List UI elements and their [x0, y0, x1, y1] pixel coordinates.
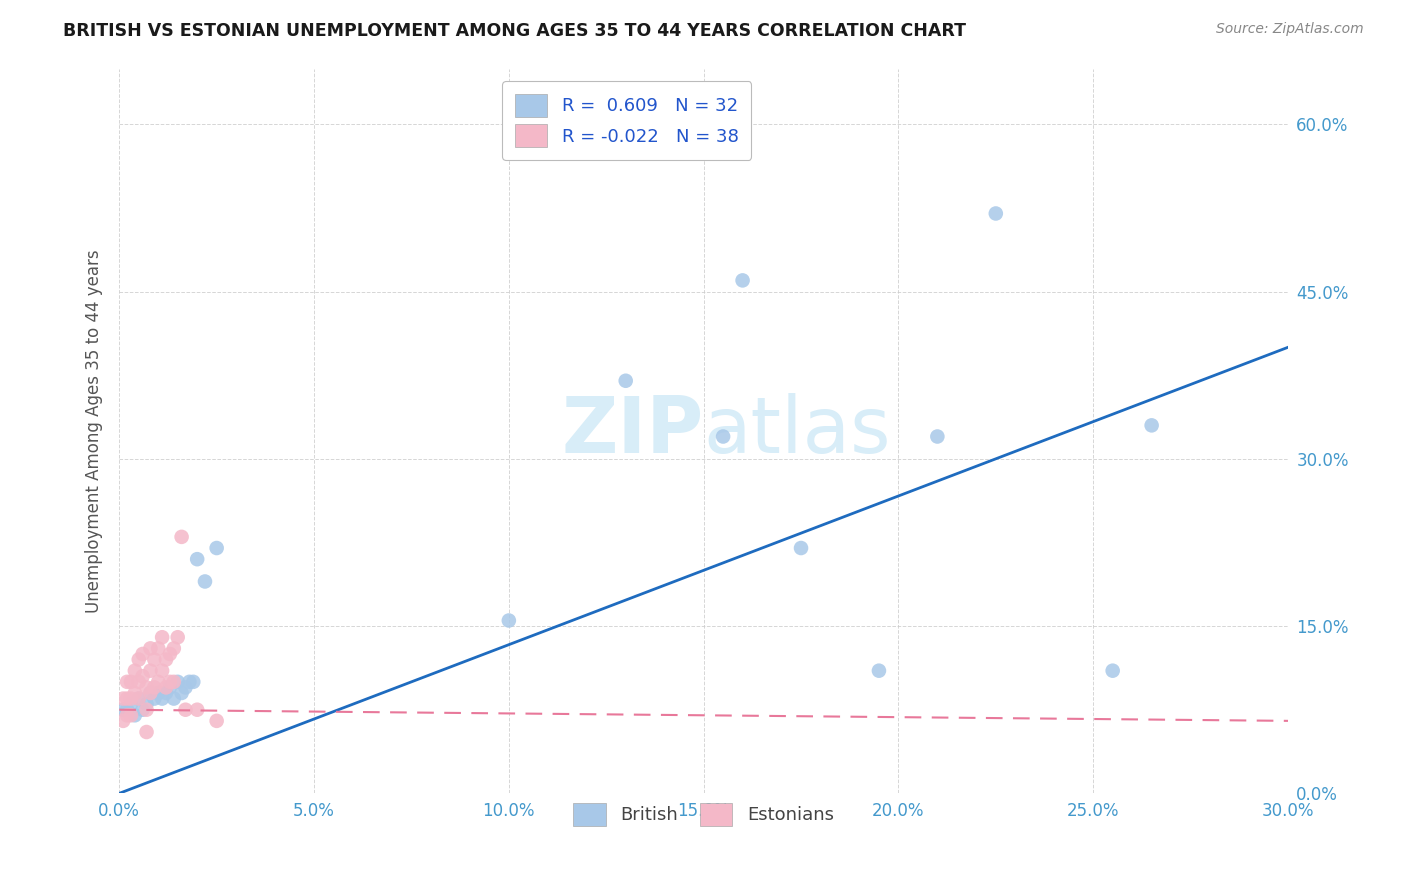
Point — [150, 691, 173, 706]
Point — [498, 614, 520, 628]
Point — [868, 664, 890, 678]
Point — [159, 647, 181, 661]
Point — [174, 703, 197, 717]
Point — [128, 691, 150, 706]
Point — [115, 703, 138, 717]
Point — [112, 714, 135, 728]
Point — [120, 674, 142, 689]
Point — [159, 681, 181, 695]
Text: atlas: atlas — [703, 393, 891, 469]
Point — [179, 674, 201, 689]
Point — [186, 552, 208, 566]
Point — [790, 541, 813, 555]
Point — [731, 273, 754, 287]
Point — [711, 429, 734, 443]
Point — [148, 686, 170, 700]
Point — [1140, 418, 1163, 433]
Point — [131, 669, 153, 683]
Point — [120, 708, 142, 723]
Point — [120, 691, 142, 706]
Point — [128, 652, 150, 666]
Point — [143, 691, 166, 706]
Point — [128, 691, 150, 706]
Point — [166, 630, 188, 644]
Point — [181, 674, 204, 689]
Point — [155, 652, 177, 666]
Point — [131, 647, 153, 661]
Point — [163, 641, 186, 656]
Point — [124, 664, 146, 678]
Text: BRITISH VS ESTONIAN UNEMPLOYMENT AMONG AGES 35 TO 44 YEARS CORRELATION CHART: BRITISH VS ESTONIAN UNEMPLOYMENT AMONG A… — [63, 22, 966, 40]
Legend: British, Estonians: British, Estonians — [564, 794, 842, 835]
Point — [159, 674, 181, 689]
Point — [150, 664, 173, 678]
Point — [124, 708, 146, 723]
Point — [927, 429, 949, 443]
Point — [155, 681, 177, 695]
Point — [155, 686, 177, 700]
Point — [135, 697, 157, 711]
Point — [163, 674, 186, 689]
Point — [112, 703, 135, 717]
Point — [139, 686, 162, 700]
Point — [120, 697, 142, 711]
Text: Source: ZipAtlas.com: Source: ZipAtlas.com — [1216, 22, 1364, 37]
Point — [150, 630, 173, 644]
Point — [135, 725, 157, 739]
Point — [186, 703, 208, 717]
Point — [194, 574, 217, 589]
Point — [170, 530, 193, 544]
Point — [148, 641, 170, 656]
Point — [139, 664, 162, 678]
Point — [148, 674, 170, 689]
Point — [174, 681, 197, 695]
Point — [205, 541, 228, 555]
Point — [139, 641, 162, 656]
Point — [112, 691, 135, 706]
Point — [135, 703, 157, 717]
Text: ZIP: ZIP — [561, 393, 703, 469]
Point — [170, 686, 193, 700]
Point — [131, 703, 153, 717]
Point — [984, 206, 1007, 220]
Point — [128, 674, 150, 689]
Point — [205, 714, 228, 728]
Point — [135, 681, 157, 695]
Point — [614, 374, 637, 388]
Point — [143, 652, 166, 666]
Point — [115, 691, 138, 706]
Y-axis label: Unemployment Among Ages 35 to 44 years: Unemployment Among Ages 35 to 44 years — [86, 249, 103, 613]
Point — [124, 686, 146, 700]
Point — [1101, 664, 1123, 678]
Point — [115, 674, 138, 689]
Point — [139, 686, 162, 700]
Point — [143, 681, 166, 695]
Point — [166, 674, 188, 689]
Point — [163, 691, 186, 706]
Point — [115, 708, 138, 723]
